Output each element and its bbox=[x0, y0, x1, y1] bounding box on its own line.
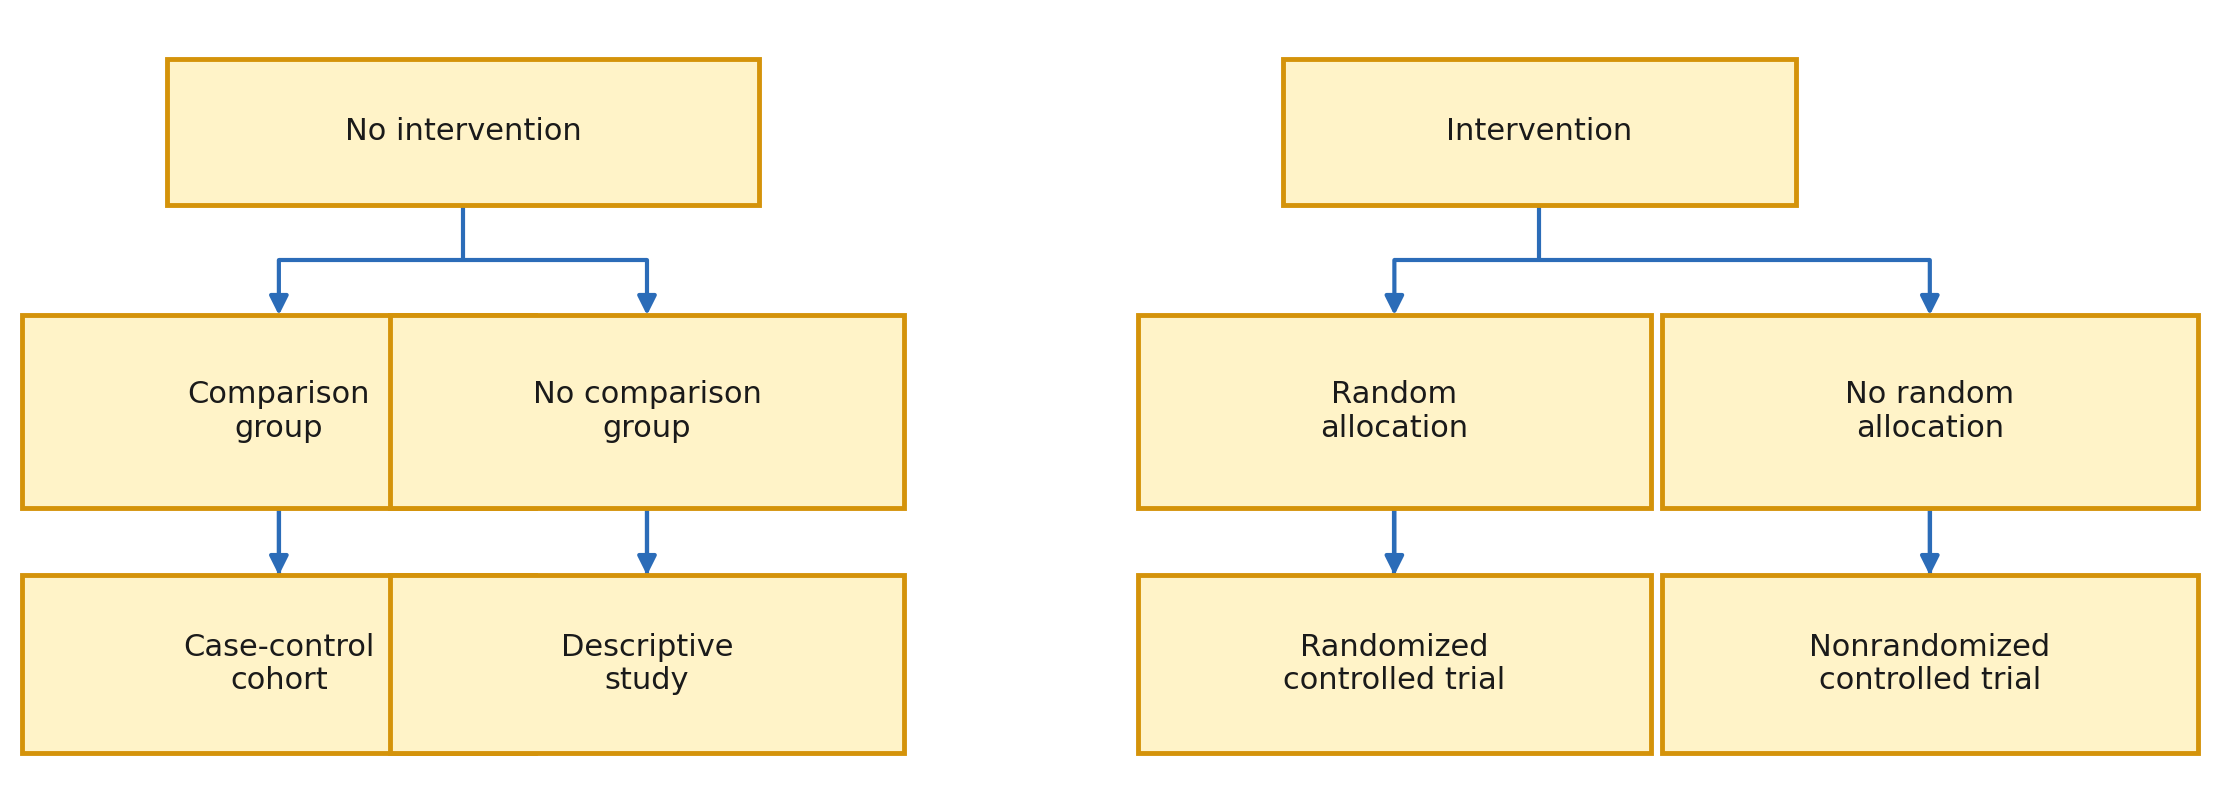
Text: Comparison
group: Comparison group bbox=[187, 381, 370, 443]
Bar bbox=[1662, 315, 2198, 508]
Text: No random
allocation: No random allocation bbox=[1845, 381, 2015, 443]
Text: Case-control
cohort: Case-control cohort bbox=[183, 633, 375, 695]
Bar bbox=[390, 315, 904, 508]
Text: Random
allocation: Random allocation bbox=[1321, 381, 1468, 443]
Text: No intervention: No intervention bbox=[344, 117, 582, 147]
Bar bbox=[167, 59, 759, 205]
Bar bbox=[1138, 575, 1651, 753]
Text: Randomized
controlled trial: Randomized controlled trial bbox=[1283, 633, 1506, 695]
Bar bbox=[22, 315, 535, 508]
Text: No comparison
group: No comparison group bbox=[533, 381, 761, 443]
Text: Nonrandomized
controlled trial: Nonrandomized controlled trial bbox=[1809, 633, 2050, 695]
Bar bbox=[1283, 59, 1796, 205]
Bar bbox=[1138, 315, 1651, 508]
Text: Intervention: Intervention bbox=[1446, 117, 1633, 147]
Bar bbox=[22, 575, 535, 753]
Text: Descriptive
study: Descriptive study bbox=[560, 633, 734, 695]
Bar bbox=[390, 575, 904, 753]
Bar bbox=[1662, 575, 2198, 753]
